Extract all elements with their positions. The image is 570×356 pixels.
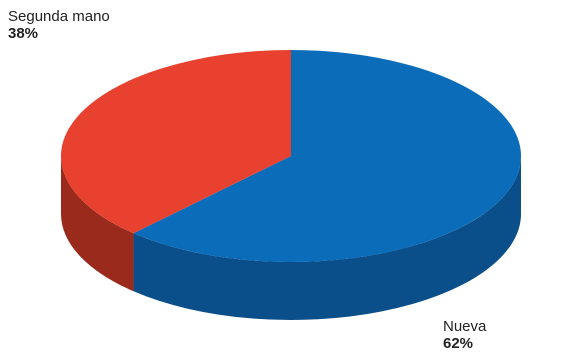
slice-label-segunda-mano: Segunda mano 38%	[8, 8, 110, 43]
pie-side-segunda-mano	[61, 156, 134, 292]
slice-value-nueva: 62%	[443, 335, 474, 353]
pie-side-nueva	[133, 156, 522, 321]
slice-value-segunda-mano: 38%	[8, 25, 39, 43]
pie-sides	[61, 156, 522, 321]
slice-name-nueva: Nueva	[443, 318, 487, 335]
slice-label-nueva: Nueva 62%	[443, 318, 486, 353]
pie-tops	[60, 49, 521, 262]
pie-slice-nueva	[133, 50, 521, 262]
pie-slice-segunda-mano	[60, 49, 291, 234]
slice-name-segunda-mano: Segunda mano	[8, 8, 110, 25]
